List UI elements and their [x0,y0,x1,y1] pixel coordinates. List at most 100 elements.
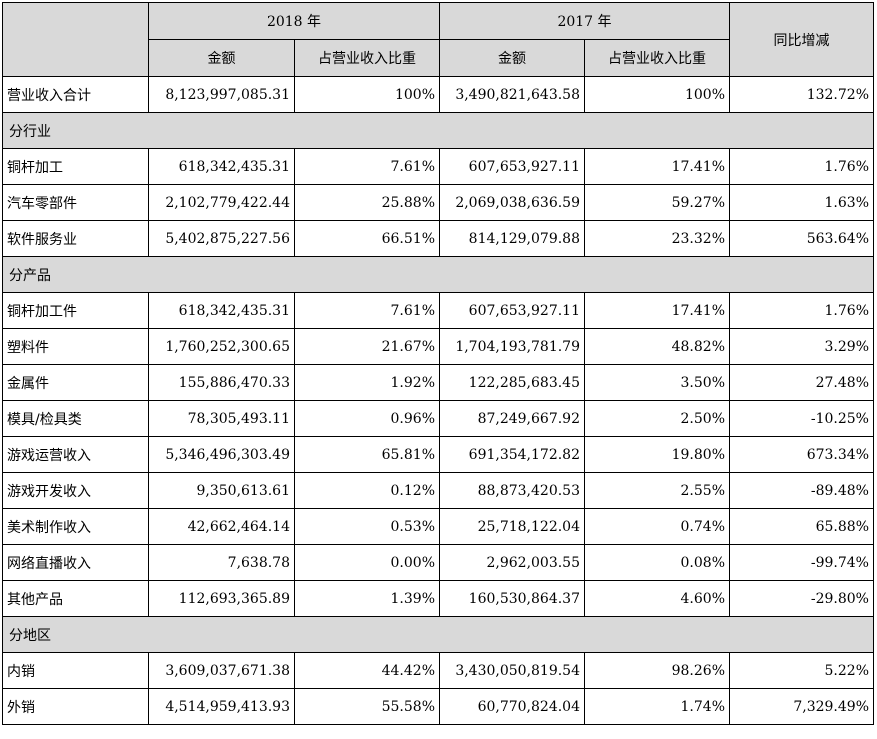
header-amount-2018: 金额 [148,39,295,77]
header-row-columns: 金额 占营业收入比重 金额 占营业收入比重 [3,39,874,77]
cell-yoy: 7,329.49% [729,688,874,725]
cell-yoy: -10.25% [729,400,874,437]
row-label: 游戏运营收入 [2,436,149,473]
cell-amount-2018: 3,609,037,671.38 [148,652,295,689]
cell-yoy: -29.80% [729,580,874,617]
cell-yoy: -89.48% [729,472,874,509]
cell-yoy: 1.76% [729,292,874,329]
cell-yoy: 1.76% [729,148,874,185]
cell-amount-2017: 160,530,864.37 [439,580,585,617]
cell-amount-2018: 618,342,435.31 [148,292,295,329]
cell-amount-2018: 7,638.78 [148,544,295,581]
total-label: 营业收入合计 [2,76,149,113]
section-row: 分行业 [2,112,874,149]
header-row-years: 2018 年 2017 年 同比增减 [2,2,874,77]
cell-amount-2017: 607,653,927.11 [439,148,585,185]
header-share-2018: 占营业收入比重 [294,39,440,77]
cell-share-2018: 1.39% [294,580,440,617]
cell-amount-2017: 691,354,172.82 [439,436,585,473]
cell-share-2018: 0.96% [294,400,440,437]
table-row: 其他产品 112,693,365.89 1.39% 160,530,864.37 4.6… [2,580,874,617]
cell-amount-2017: 25,718,122.04 [439,508,585,545]
total-share-2017: 100% [584,76,730,113]
section-row: 分地区 [2,616,874,653]
total-yoy: 132.72% [729,76,874,113]
cell-amount-2018: 618,342,435.31 [148,148,295,185]
header-share-2017: 占营业收入比重 [584,39,730,77]
row-label: 模具/检具类 [2,400,149,437]
cell-amount-2018: 155,886,470.33 [148,364,295,401]
cell-yoy: 3.29% [729,328,874,365]
cell-share-2017: 98.26% [584,652,730,689]
cell-share-2018: 21.67% [294,328,440,365]
row-label: 游戏开发收入 [2,472,149,509]
section-title: 分产品 [2,256,874,293]
cell-yoy: 27.48% [729,364,874,401]
cell-amount-2018: 5,346,496,303.49 [148,436,295,473]
row-label: 内销 [2,652,149,689]
cell-share-2018: 0.12% [294,472,440,509]
section-title: 分地区 [2,616,874,653]
cell-amount-2017: 2,069,038,636.59 [439,184,585,221]
cell-share-2017: 17.41% [584,148,730,185]
row-label: 软件服务业 [2,220,149,257]
cell-yoy: 673.34% [729,436,874,473]
cell-amount-2018: 4,514,959,413.93 [148,688,295,725]
cell-share-2018: 66.51% [294,220,440,257]
cell-share-2018: 0.00% [294,544,440,581]
table-row: 模具/检具类 78,305,493.11 0.96% 87,249,667.92 2.5… [2,400,874,437]
row-label: 金属件 [2,364,149,401]
cell-amount-2018: 1,760,252,300.65 [148,328,295,365]
cell-share-2017: 3.50% [584,364,730,401]
cell-amount-2017: 122,285,683.45 [439,364,585,401]
row-label: 汽车零部件 [2,184,149,221]
section-title: 分行业 [2,112,874,149]
revenue-table: 2018 年 2017 年 同比增减 金额 占营业收入比重 金额 占营业收入比重… [2,2,874,725]
header-year-2017: 2017 年 [439,2,730,40]
cell-amount-2017: 814,129,079.88 [439,220,585,257]
row-label: 美术制作收入 [2,508,149,545]
cell-share-2017: 0.74% [584,508,730,545]
cell-share-2017: 0.08% [584,544,730,581]
cell-share-2017: 4.60% [584,580,730,617]
header-yoy: 同比增减 [729,2,874,77]
cell-share-2017: 48.82% [584,328,730,365]
cell-amount-2018: 9,350,613.61 [148,472,295,509]
total-amount-2017: 3,490,821,643.58 [439,76,585,113]
cell-amount-2018: 78,305,493.11 [148,400,295,437]
cell-yoy: 65.88% [729,508,874,545]
table-row: 内销 3,609,037,671.38 44.42% 3,430,050,819.54… [2,652,874,689]
table-row: 软件服务业 5,402,875,227.56 66.51% 814,129,079.8… [2,220,874,257]
row-label: 铜杆加工 [2,148,149,185]
cell-share-2018: 7.61% [294,292,440,329]
cell-share-2018: 25.88% [294,184,440,221]
cell-yoy: -99.74% [729,544,874,581]
cell-share-2017: 1.74% [584,688,730,725]
total-share-2018: 100% [294,76,440,113]
cell-share-2017: 59.27% [584,184,730,221]
cell-yoy: 5.22% [729,652,874,689]
cell-share-2018: 1.92% [294,364,440,401]
cell-amount-2018: 42,662,464.14 [148,508,295,545]
cell-share-2018: 7.61% [294,148,440,185]
cell-amount-2017: 2,962,003.55 [439,544,585,581]
table-row: 美术制作收入 42,662,464.14 0.53% 25,718,122.04 0.7… [2,508,874,545]
cell-amount-2017: 3,430,050,819.54 [439,652,585,689]
table-row: 游戏开发收入 9,350,613.61 0.12% 88,873,420.53 2.55… [2,472,874,509]
cell-yoy: 563.64% [729,220,874,257]
table-row: 汽车零部件 2,102,779,422.44 25.88% 2,069,038,636… [2,184,874,221]
header-year-2018: 2018 年 [148,2,440,40]
total-row: 营业收入合计 8,123,997,085.31 100% 3,490,821,6… [2,76,874,113]
row-label: 外销 [2,688,149,725]
row-label: 网络直播收入 [2,544,149,581]
cell-share-2018: 65.81% [294,436,440,473]
cell-amount-2017: 60,770,824.04 [439,688,585,725]
cell-share-2017: 19.80% [584,436,730,473]
table-row: 铜杆加工件 618,342,435.31 7.61% 607,653,927.11 17… [2,292,874,329]
section-row: 分产品 [2,256,874,293]
cell-amount-2017: 88,873,420.53 [439,472,585,509]
cell-amount-2017: 87,249,667.92 [439,400,585,437]
row-label: 其他产品 [2,580,149,617]
total-amount-2018: 8,123,997,085.31 [148,76,295,113]
row-label: 塑料件 [2,328,149,365]
